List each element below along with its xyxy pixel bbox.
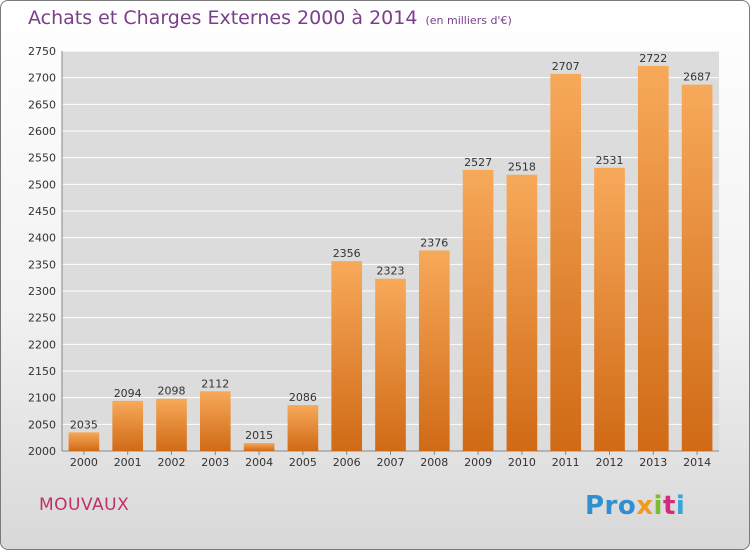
logo-part-4: t [662, 491, 676, 521]
data-label: 2086 [289, 391, 317, 404]
y-tick-label: 2750 [28, 45, 56, 58]
bar [243, 443, 275, 451]
data-label: 2035 [70, 418, 98, 431]
x-tick-label: 2011 [552, 456, 580, 469]
x-tick-label: 2010 [508, 456, 536, 469]
x-tick-label: 2013 [639, 456, 667, 469]
x-tick-label: 2014 [683, 456, 711, 469]
x-tick-label: 2009 [464, 456, 492, 469]
logo-part-5: i [675, 491, 686, 521]
bar [594, 167, 625, 452]
chart-title: Achats et Charges Externes 2000 à 2014 (e… [28, 7, 512, 29]
bar [287, 405, 319, 451]
data-label: 2094 [114, 387, 142, 400]
bar [418, 250, 450, 451]
y-tick-label: 2450 [28, 205, 56, 218]
bar [156, 398, 187, 451]
x-tick-label: 2012 [596, 456, 624, 469]
y-tick-label: 2050 [28, 418, 56, 431]
city-name: MOUVAUX [39, 495, 130, 515]
x-tick-label: 2007 [377, 456, 405, 469]
bar [112, 400, 144, 451]
data-label: 2518 [508, 161, 536, 174]
chart-unit: (en milliers d'€) [425, 14, 512, 27]
x-tick-label: 2001 [114, 456, 142, 469]
data-label: 2687 [683, 71, 711, 84]
x-tick-label: 2003 [201, 456, 229, 469]
y-tick-label: 2650 [28, 98, 56, 111]
logo-part-2: x [636, 491, 654, 521]
bar [199, 391, 231, 451]
bar [681, 84, 713, 451]
data-label: 2527 [464, 156, 492, 169]
y-tick-label: 2150 [28, 365, 56, 378]
x-tick-label: 2002 [158, 456, 186, 469]
bar [331, 261, 363, 451]
logo-part-3: i [653, 491, 663, 521]
x-tick-label: 2006 [333, 456, 361, 469]
data-label: 2707 [552, 60, 580, 73]
y-tick-label: 2000 [28, 445, 56, 458]
bar [375, 278, 406, 451]
data-label: 2098 [158, 385, 186, 398]
y-tick-label: 2400 [28, 232, 56, 245]
y-tick-label: 2300 [28, 285, 56, 298]
logo-part-1: Pro [585, 491, 637, 521]
data-label: 2323 [377, 265, 405, 278]
data-label: 2112 [201, 377, 229, 390]
y-tick-label: 2100 [28, 392, 56, 405]
chart-title-text: Achats et Charges Externes 2000 à 2014 [28, 7, 418, 29]
data-label: 2356 [333, 247, 361, 260]
x-tick-label: 2000 [70, 456, 98, 469]
bar [637, 65, 669, 451]
y-tick-label: 2500 [28, 178, 56, 191]
x-tick-label: 2008 [420, 456, 448, 469]
bar [68, 432, 100, 451]
y-tick-label: 2700 [28, 72, 56, 85]
data-label: 2015 [245, 429, 273, 442]
x-tick-label: 2004 [245, 456, 273, 469]
y-tick-label: 2350 [28, 258, 56, 271]
y-tick-label: 2250 [28, 312, 56, 325]
y-tick-label: 2600 [28, 125, 56, 138]
bar [550, 73, 582, 451]
data-label: 2376 [420, 236, 448, 249]
y-tick-label: 2200 [28, 338, 56, 351]
x-tick-label: 2005 [289, 456, 317, 469]
data-label: 2722 [639, 52, 667, 65]
proxiti-logo: Proxiti [585, 491, 685, 521]
data-label: 2531 [596, 154, 624, 167]
bar [506, 174, 538, 451]
bar [462, 169, 494, 451]
y-tick-label: 2550 [28, 152, 56, 165]
